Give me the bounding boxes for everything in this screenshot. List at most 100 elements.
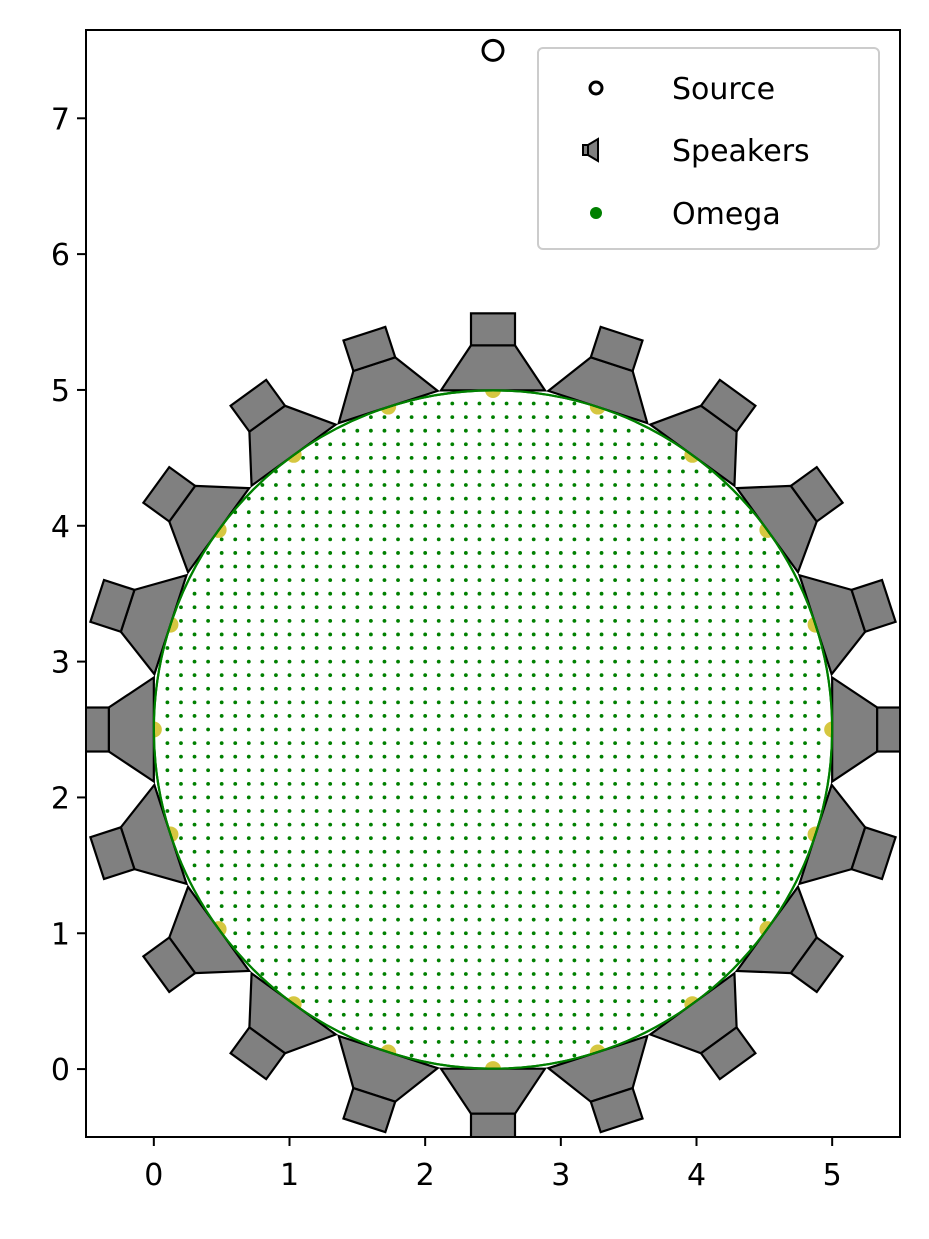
omega-point	[450, 1053, 455, 1058]
omega-point	[355, 768, 360, 773]
omega-point	[192, 836, 197, 841]
omega-point	[518, 551, 523, 555]
omega-point	[626, 632, 631, 637]
omega-point	[314, 686, 319, 691]
omega-point	[572, 836, 577, 841]
omega-point	[260, 944, 265, 949]
omega-point	[301, 795, 305, 800]
omega-point	[206, 673, 211, 678]
omega-point	[287, 469, 292, 474]
omega-point	[450, 795, 455, 800]
omega-point	[355, 999, 360, 1004]
omega-point	[613, 551, 617, 555]
omega-point	[667, 455, 672, 460]
omega-point	[450, 754, 455, 759]
omega-point	[504, 781, 509, 786]
omega-point	[328, 673, 333, 678]
omega-point	[762, 714, 767, 718]
omega-point	[504, 768, 509, 773]
omega-point	[219, 863, 224, 868]
omega-point	[681, 591, 685, 596]
omega-point	[463, 537, 468, 542]
omega-point	[762, 781, 767, 786]
omega-point	[423, 632, 428, 637]
omega-point	[599, 591, 604, 596]
omega-point	[586, 1012, 590, 1017]
omega-point	[613, 537, 617, 542]
omega-point	[463, 958, 468, 963]
omega-point	[369, 863, 373, 868]
omega-point	[382, 958, 387, 963]
omega-point	[518, 415, 523, 420]
omega-point	[396, 863, 400, 868]
omega-point	[287, 917, 292, 922]
omega-point	[341, 659, 346, 664]
omega-point	[219, 741, 224, 745]
omega-point	[735, 822, 740, 827]
omega-point	[179, 673, 183, 678]
omega-point	[626, 795, 631, 800]
omega-point	[504, 809, 509, 813]
omega-point	[572, 537, 577, 542]
omega-point	[477, 714, 482, 718]
omega-point	[246, 849, 251, 854]
omega-point	[369, 537, 373, 542]
omega-point	[314, 822, 319, 827]
omega-point	[450, 917, 455, 922]
omega-point	[369, 510, 373, 515]
omega-point	[816, 741, 821, 745]
legend-speakers-label: Speakers	[672, 134, 810, 169]
omega-point	[477, 401, 482, 406]
omega-point	[165, 673, 170, 678]
omega-point	[246, 836, 251, 841]
omega-point	[531, 455, 536, 460]
omega-point	[477, 985, 482, 990]
omega-point	[301, 686, 305, 691]
omega-point	[626, 890, 631, 895]
omega-point	[558, 714, 563, 718]
omega-point	[518, 564, 523, 569]
omega-point	[219, 646, 224, 650]
omega-point	[599, 510, 604, 515]
omega-point	[762, 537, 767, 542]
omega-point	[667, 985, 672, 990]
omega-point	[613, 605, 617, 610]
omega-point	[518, 591, 523, 596]
omega-point	[260, 578, 265, 582]
omega-point	[518, 741, 523, 745]
omega-point	[382, 917, 387, 922]
omega-point	[586, 496, 590, 501]
omega-point	[531, 686, 536, 691]
omega-point	[355, 659, 360, 664]
omega-point	[477, 849, 482, 854]
omega-point	[246, 781, 251, 786]
omega-point	[274, 795, 278, 800]
omega-point	[423, 768, 428, 773]
omega-point	[708, 714, 712, 718]
omega-point	[681, 836, 685, 841]
omega-point	[653, 578, 658, 582]
omega-point	[328, 822, 333, 827]
omega-point	[545, 564, 550, 569]
omega-point	[694, 523, 699, 528]
omega-point	[409, 849, 414, 854]
omega-point	[423, 727, 428, 732]
omega-point	[274, 483, 278, 487]
omega-point	[246, 931, 251, 936]
omega-point	[558, 944, 563, 949]
omega-point	[613, 727, 617, 732]
omega-point	[450, 632, 455, 637]
omega-point	[667, 944, 672, 949]
omega-point	[246, 673, 251, 678]
omega-point	[477, 469, 482, 474]
omega-point	[613, 958, 617, 963]
omega-point	[396, 849, 400, 854]
omega-point	[653, 768, 658, 773]
omega-point	[640, 822, 645, 827]
x-tick-label: 0	[144, 1158, 163, 1193]
omega-point	[531, 754, 536, 759]
omega-point	[192, 673, 197, 678]
omega-point	[260, 483, 265, 487]
omega-point	[653, 931, 658, 936]
omega-point	[463, 496, 468, 501]
